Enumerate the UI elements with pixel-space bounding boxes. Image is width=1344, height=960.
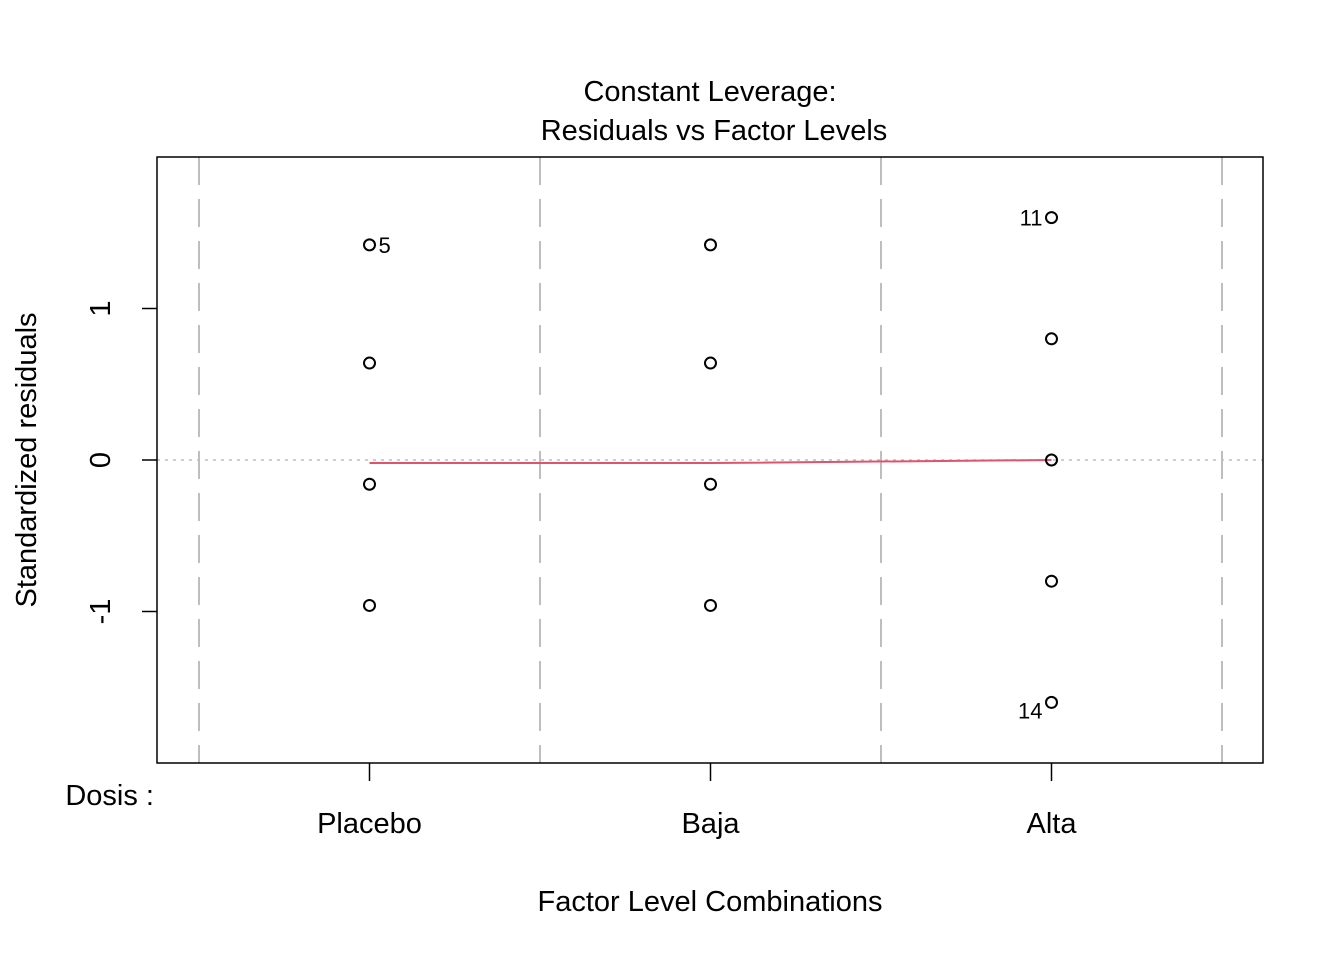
data-point-1 — [363, 356, 376, 370]
x-tick-label-alta: Alta — [1027, 808, 1078, 840]
chart-title: Constant Leverage: — [583, 76, 836, 108]
data-points: 5 11 14 — [363, 206, 1058, 723]
data-point-9 — [1045, 332, 1058, 346]
data-point-10 — [1045, 453, 1058, 467]
data-point-0 — [363, 238, 376, 252]
data-point-7 — [704, 598, 717, 612]
point-label-0: 5 — [379, 233, 391, 258]
data-point-5 — [704, 356, 717, 370]
data-point-2 — [363, 477, 376, 491]
x-axis-label: Factor Level Combinations — [538, 886, 883, 918]
smooth-line — [369, 459, 1052, 465]
y-tick-label-0: -1 — [85, 599, 117, 625]
data-point-4 — [704, 238, 717, 252]
x-tick-label-placebo: Placebo — [317, 808, 422, 840]
chart-subtitle: Residuals vs Factor Levels — [541, 115, 888, 147]
y-tick-label-1: 0 — [85, 452, 117, 468]
y-tick-label-2: 1 — [85, 300, 117, 316]
point-label-8: 11 — [1020, 206, 1043, 231]
x-tick-label-baja: Baja — [681, 808, 740, 840]
x-axis: Placebo Baja Alta — [317, 763, 1077, 840]
data-point-6 — [704, 477, 717, 491]
point-label-12: 14 — [1018, 698, 1042, 723]
data-point-8 — [1045, 211, 1058, 225]
data-point-11 — [1045, 574, 1058, 588]
y-axis-label: Standardized residuals — [11, 312, 43, 607]
y-axis: -1 0 1 — [85, 300, 157, 624]
data-point-3 — [363, 598, 376, 612]
data-point-12 — [1045, 695, 1058, 709]
factor-label: Dosis : — [65, 780, 154, 812]
